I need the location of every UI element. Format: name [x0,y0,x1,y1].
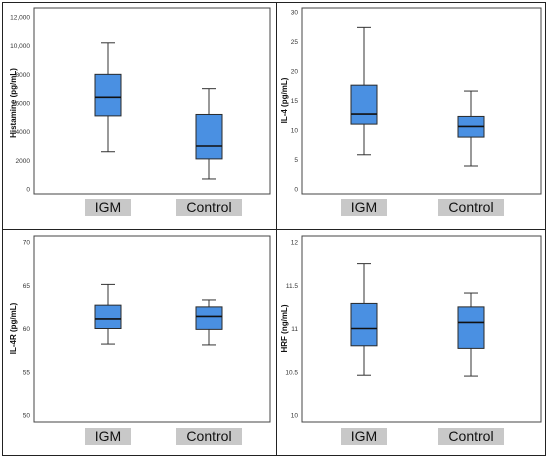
y-tick-label: 15 [291,98,299,105]
y-tick-label: 11.5 [286,283,299,290]
y-tick-label: 60 [23,326,31,333]
y-tick-label: 65 [23,283,31,290]
category-label: IGM [351,199,377,215]
y-tick-label: 4000 [16,129,31,136]
box-iqr [350,302,378,347]
y-tick-label: 0 [26,187,30,194]
plot-area [301,235,542,423]
y-tick-label: 6000 [16,101,31,108]
category-label-bg [438,428,504,445]
il4-panel: 0 5 10 15 20 25 30 IL-4 (pg/mL) IGM Control [277,2,546,229]
box-iqr [195,306,223,330]
il4r-panel: 50 55 60 65 70 IL-4R (pg/mL) IGM Control [2,230,276,456]
box-iqr [94,304,122,329]
y-axis-label: HRF (ng/mL) [280,304,289,352]
category-label-bg [176,199,242,216]
y-tick-label: 12 [291,240,299,247]
category-label: Control [186,428,231,444]
box-iqr [350,84,378,125]
category-label-bg [176,428,242,445]
y-axis-label: Histamine (pg/mL) [9,68,18,138]
y-tick-label: 70 [23,240,31,247]
y-tick-label: 8000 [16,72,31,79]
category-label-bg [85,428,131,445]
category-label: Control [448,428,493,444]
y-tick-label: 0 [294,187,298,194]
plot-area [33,7,271,195]
y-tick-label: 30 [291,10,299,17]
y-tick-label: 11 [291,326,298,333]
category-label-bg [341,428,387,445]
y-tick-label: 12,000 [10,15,30,22]
category-label: Control [448,199,493,215]
histamine-boxplot: 0 2000 4000 6000 8000 10,000 12,000 Histamine (… [9,7,271,216]
y-tick-label: 10.5 [285,369,298,376]
plot-area [301,7,542,195]
hrf-panel: 10 10.5 11 11.5 12 HRF (ng/mL) IGM Control [277,230,546,456]
il4-boxplot: 0 5 10 15 20 25 30 IL-4 (pg/mL) IGM Control [280,7,542,216]
box-iqr [457,306,485,349]
horizontal-divider [2,229,546,230]
y-tick-label: 20 [291,69,299,76]
category-label: IGM [95,199,121,215]
y-tick-label: 25 [291,39,299,46]
y-tick-label: 10 [291,413,299,420]
category-label: IGM [95,428,121,444]
box-iqr [195,113,223,160]
y-tick-label: 55 [23,369,31,376]
histamine-panel: 0 2000 4000 6000 8000 10,000 12,000 Histamine (… [2,2,276,229]
category-label-bg [438,199,504,216]
y-axis-label: IL-4 (pg/mL) [280,77,289,123]
category-label-bg [85,199,131,216]
plot-area [33,235,271,423]
category-label-bg [341,199,387,216]
y-tick-label: 5 [294,157,298,164]
y-tick-label: 10,000 [10,43,30,50]
box-iqr [94,73,122,117]
category-label: Control [186,199,231,215]
y-tick-label: 10 [291,128,299,135]
category-label: IGM [351,428,377,444]
il4r-boxplot: 50 55 60 65 70 IL-4R (pg/mL) IGM Control [9,235,271,445]
y-axis-label: IL-4R (pg/mL) [9,302,18,354]
y-tick-label: 2000 [16,158,31,165]
hrf-boxplot: 10 10.5 11 11.5 12 HRF (ng/mL) IGM Control [280,235,542,445]
y-tick-label: 50 [23,413,31,420]
